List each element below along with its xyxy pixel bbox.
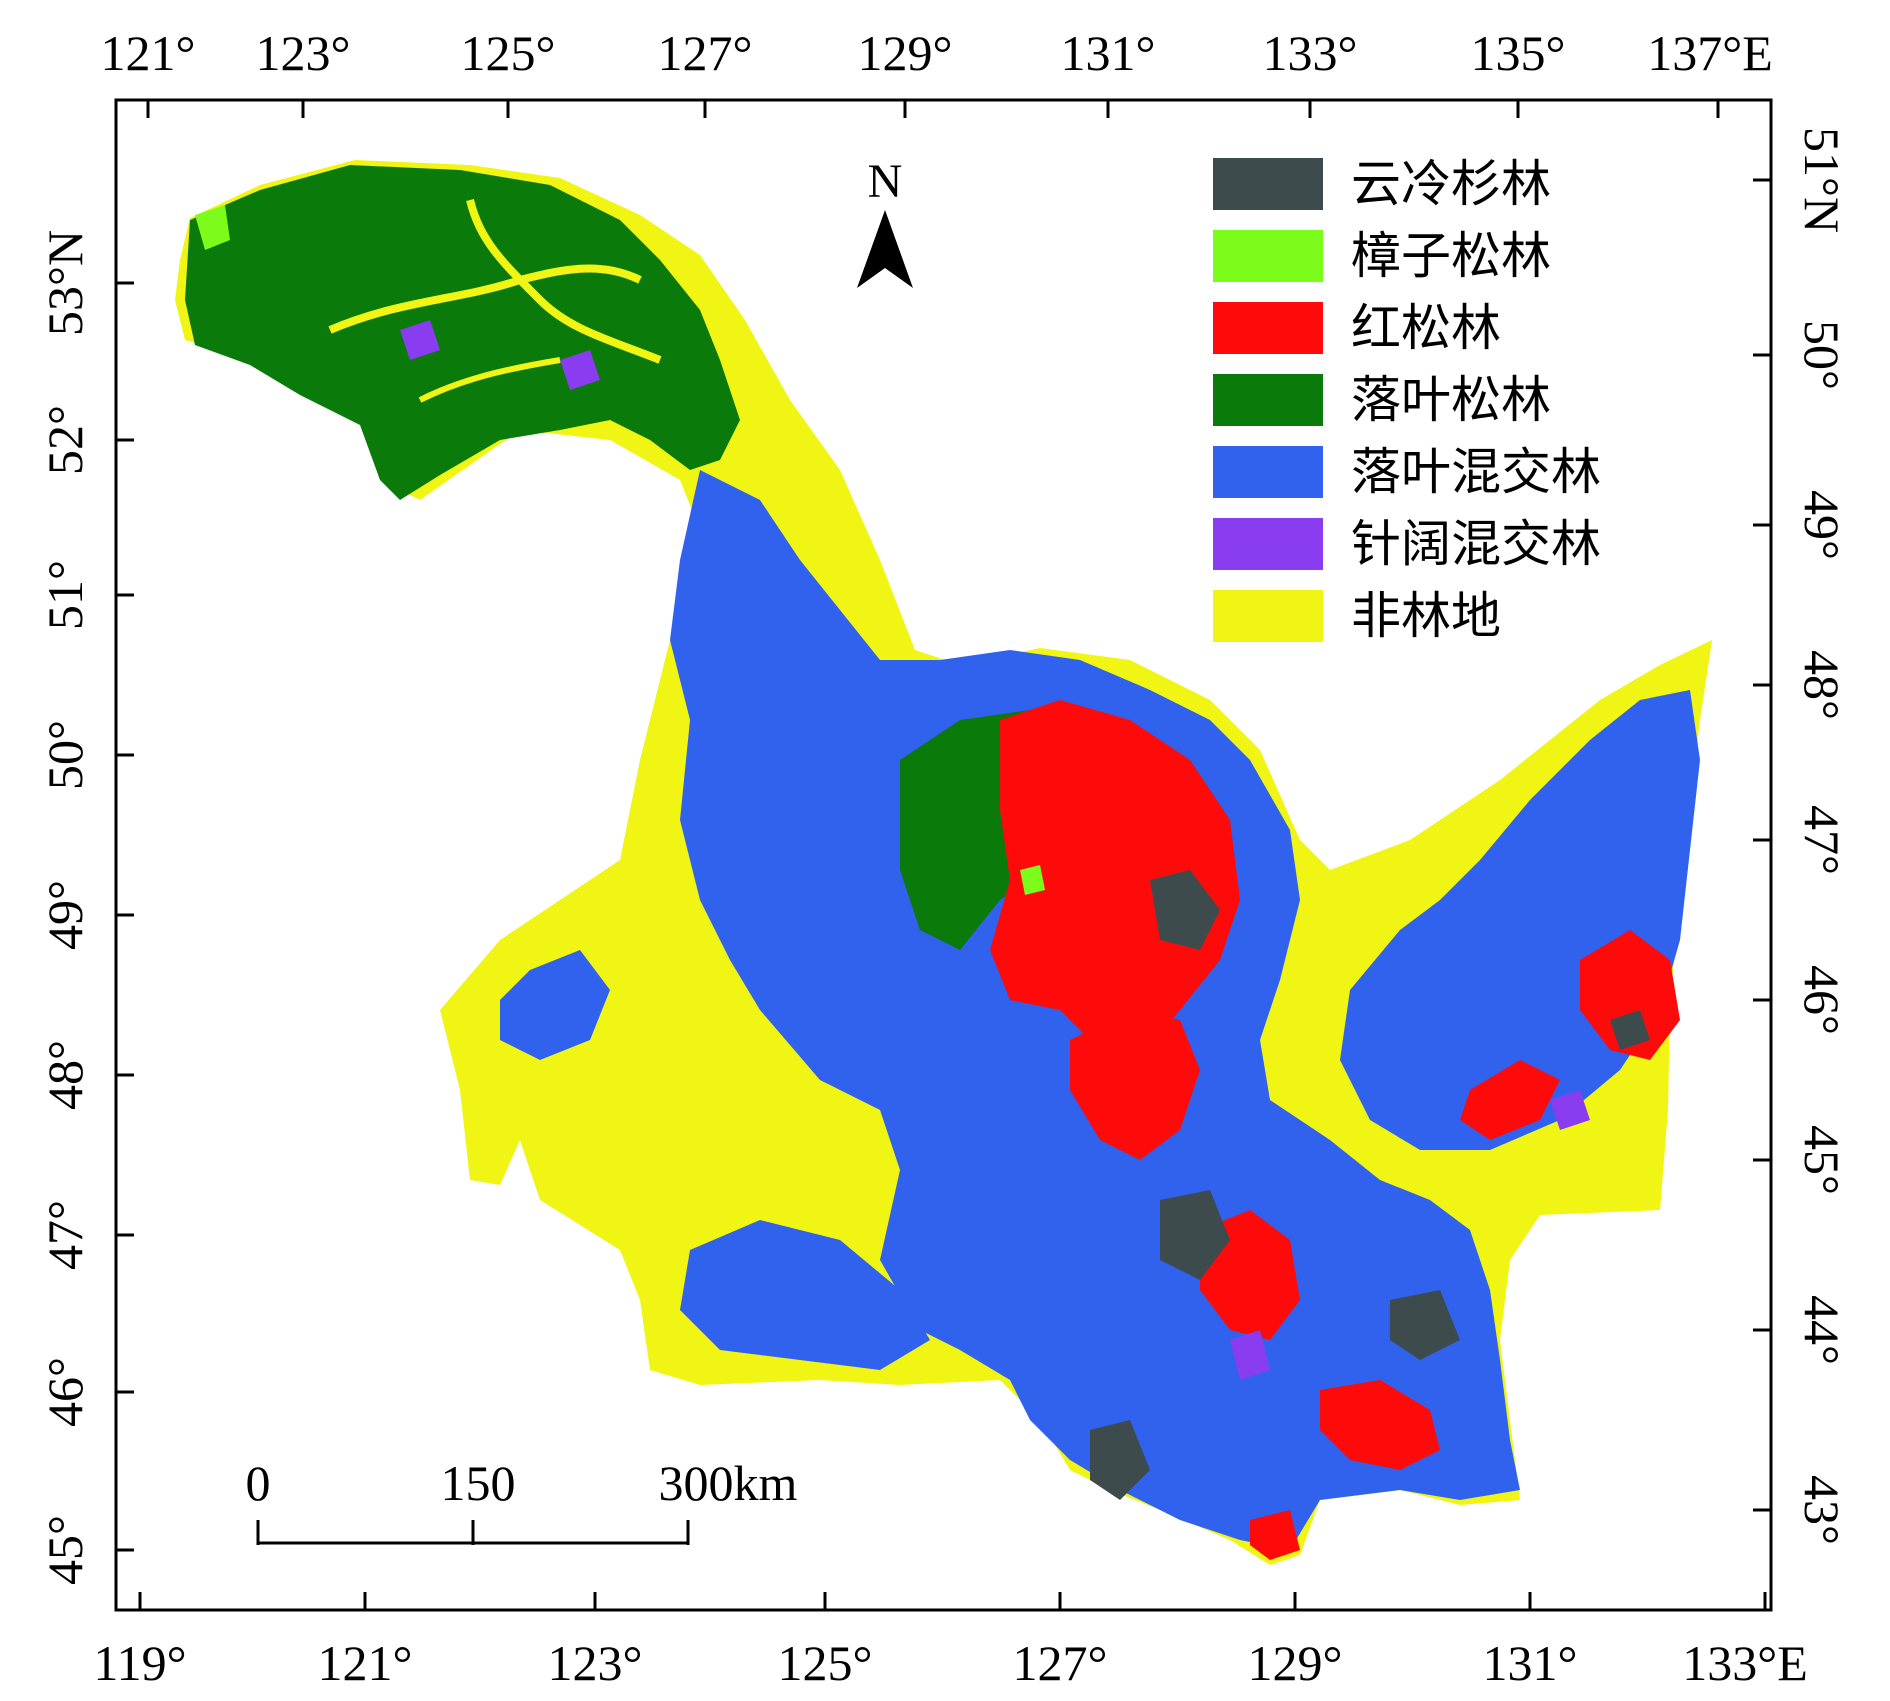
legend-label: 樟子松林 [1351,227,1551,285]
legend-item: 云冷杉林 [1213,155,1551,213]
left-axis-label: 48° [37,1040,93,1110]
scots-pine-north [195,205,230,250]
legend-swatch [1213,518,1323,570]
top-axis-label: 127° [658,25,753,81]
scale-label-0: 0 [246,1455,271,1511]
mixed-conifer-broadleaf-north [400,320,440,360]
spruce-fir-east [1610,1010,1650,1050]
legend-swatch [1213,230,1323,282]
legend-item: 落叶混交林 [1213,443,1601,501]
legend-label: 落叶混交林 [1351,443,1601,501]
larch-region-north [185,165,740,500]
left-axis-label: 49° [37,880,93,950]
korean-pine-south-central [1070,1010,1200,1160]
left-axis: 53°N 52° 51° 50° 49° 48° 47° 46° 45° [37,230,134,1585]
korean-pine-east [1580,930,1680,1060]
legend-item: 非林地 [1213,587,1501,645]
legend-swatch [1213,446,1323,498]
legend-label: 非林地 [1351,587,1501,645]
north-arrow-icon [857,210,913,288]
north-arrow-label: N [868,155,903,208]
left-axis-label: 53°N [37,230,93,336]
legend-label: 针阔混交林 [1351,515,1601,573]
river-streak [466,199,662,364]
legend-item: 樟子松林 [1213,227,1551,285]
right-axis: 51°N 50° 49° 48° 47° 46° 45° 44° 43° [1753,127,1850,1545]
legend-swatch [1213,590,1323,642]
north-arrow: N [857,155,913,288]
bottom-axis-label: 127° [1013,1635,1108,1691]
bottom-axis-label: 129° [1248,1635,1343,1691]
bottom-axis: 119° 121° 123° 125° 127° 129° 131° 133°E [93,1592,1808,1691]
legend-swatch [1213,302,1323,354]
deciduous-mixed-southwest [680,1220,930,1370]
deciduous-mixed-west [500,950,610,1060]
left-axis-label: 51° [37,560,93,630]
top-axis-label: 123° [256,25,351,81]
left-axis-label: 46° [37,1357,93,1427]
left-axis-label: 45° [37,1515,93,1585]
right-axis-label: 49° [1794,490,1850,560]
right-axis-label: 51°N [1794,127,1850,233]
top-axis-label: 135° [1471,25,1566,81]
legend-swatch [1213,374,1323,426]
region-shape [175,160,1712,1565]
korean-pine-far-south [1250,1510,1300,1560]
right-axis-label: 47° [1794,805,1850,875]
left-axis-label: 50° [37,720,93,790]
korean-pine-east-band [1460,1060,1560,1140]
top-axis-label: 125° [461,25,556,81]
korean-pine-central [990,700,1240,1060]
mixed-conifer-broadleaf-east [1550,1090,1590,1130]
right-axis-label: 48° [1794,650,1850,720]
right-axis-label: 44° [1794,1295,1850,1365]
right-axis-label: 43° [1794,1475,1850,1545]
left-axis-label: 52° [37,405,93,475]
top-axis-label: 121° [101,25,196,81]
legend-item: 落叶松林 [1213,371,1551,429]
right-axis-label: 45° [1794,1125,1850,1195]
mixed-conifer-broadleaf-northeast [560,350,600,390]
bottom-axis-label: 131° [1483,1635,1578,1691]
korean-pine-southeast [1320,1380,1440,1470]
scale-bar: 0 150 300km [246,1455,798,1545]
top-axis-label: 133° [1263,25,1358,81]
river-streak [418,357,561,403]
scale-label-150: 150 [441,1455,516,1511]
right-axis-label: 46° [1794,965,1850,1035]
right-axis-label: 50° [1794,320,1850,390]
bottom-axis-label: 133°E [1682,1635,1808,1691]
legend-label: 红松林 [1351,299,1501,357]
river-streak [328,264,642,334]
legend-swatch [1213,158,1323,210]
spruce-fir-south [1160,1190,1230,1280]
top-axis-label: 129° [858,25,953,81]
top-axis-label: 137°E [1647,25,1773,81]
bottom-axis-label: 125° [778,1635,873,1691]
spruce-fir-southeast [1390,1290,1460,1360]
left-axis-label: 47° [37,1200,93,1270]
bottom-axis-label: 119° [93,1635,186,1691]
scots-pine-central [1020,865,1045,895]
spruce-fir-southwest [1090,1420,1150,1500]
legend-label: 落叶松林 [1351,371,1551,429]
top-axis: 121° 123° 125° 127° 129° 131° 133° 135° 137°E [101,25,1773,118]
bottom-axis-label: 121° [318,1635,413,1691]
legend-label: 云冷杉林 [1351,155,1551,213]
bottom-axis-label: 123° [548,1635,643,1691]
mixed-conifer-broadleaf-south [1230,1330,1270,1380]
legend-item: 针阔混交林 [1213,515,1601,573]
spruce-fir-central [1150,870,1220,950]
scale-label-300km: 300km [659,1455,798,1511]
legend-item: 红松林 [1213,299,1501,357]
top-axis-label: 131° [1061,25,1156,81]
